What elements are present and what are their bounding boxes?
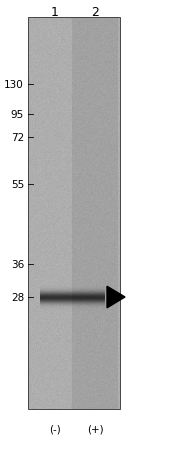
Text: 72: 72 <box>11 133 24 143</box>
Text: 95: 95 <box>11 110 24 120</box>
Text: (-): (-) <box>49 424 61 434</box>
Text: 130: 130 <box>4 80 24 90</box>
Text: (+): (+) <box>87 424 103 434</box>
Text: 2: 2 <box>91 5 99 19</box>
Text: 55: 55 <box>11 180 24 190</box>
Text: 28: 28 <box>11 293 24 302</box>
Text: 36: 36 <box>11 259 24 269</box>
Text: 1: 1 <box>51 5 59 19</box>
Bar <box>28 18 120 409</box>
Polygon shape <box>107 287 125 308</box>
